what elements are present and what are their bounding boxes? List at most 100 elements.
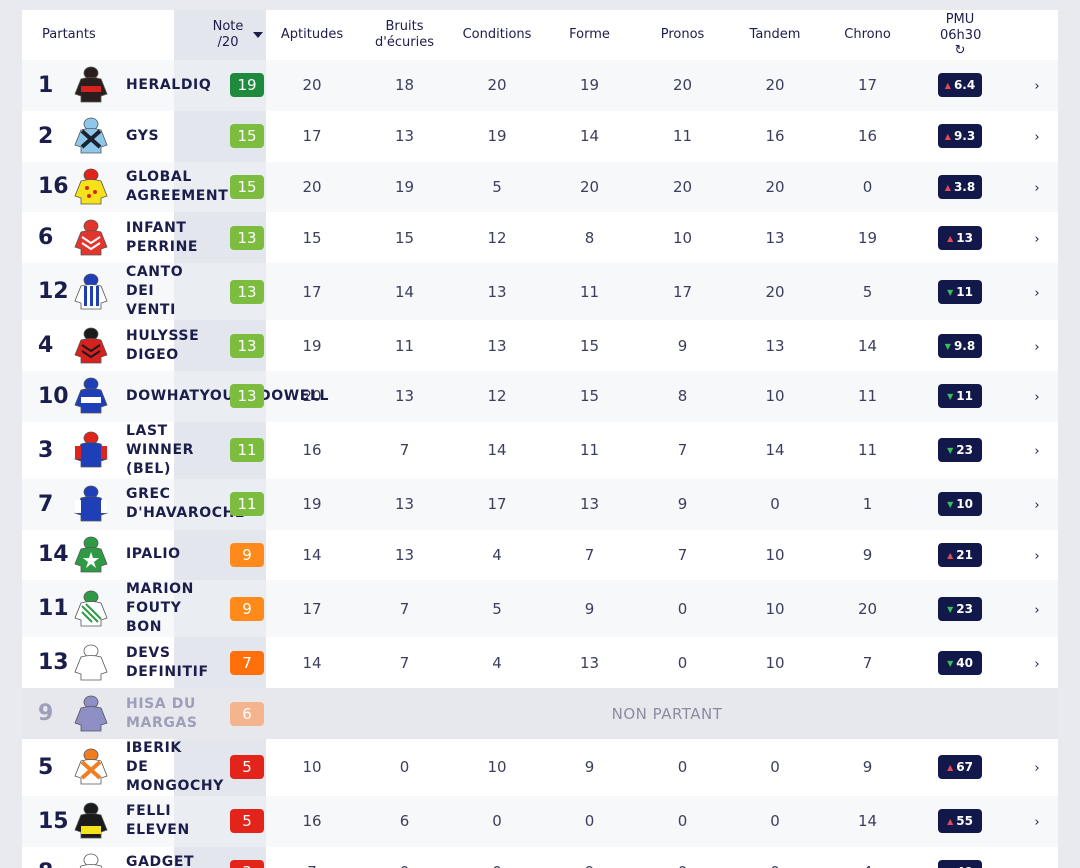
table-row[interactable]: 15 FELLI ELEVEN 5 16 6 0 0 0 0 14 ▲ 55 ›: [22, 795, 1058, 847]
horse-name[interactable]: IPALIO: [126, 530, 202, 581]
note-badge: 13: [230, 333, 265, 358]
table-row[interactable]: 7 GREC D'HAVAROCHE 11 19 13 17 13 9 0 1 ▼ 10 ›: [22, 478, 1058, 530]
header-conditions[interactable]: Conditions: [462, 27, 532, 42]
horse-name[interactable]: GREC D'HAVAROCHE: [126, 479, 244, 530]
sort-caret-icon[interactable]: [253, 32, 264, 38]
row-detail-cell: ›: [1006, 162, 1058, 213]
table-row[interactable]: 16 GLOBAL AGREEMENT 15 20 19 5 20 20 20 0 ▲ 3.8 ›: [22, 161, 1058, 213]
horse-name[interactable]: HULYSSE DIGEO: [126, 320, 202, 371]
header-aptitudes[interactable]: Aptitudes: [280, 27, 344, 42]
score-conditions: 4: [492, 545, 502, 564]
table-row[interactable]: 5 IBERIK DE MONGOCHY 5 10 0 10 9 0 0 9 ▲ 67 ›: [22, 739, 1058, 796]
score-bruits: 15: [394, 228, 415, 247]
note-badge: 5: [230, 809, 265, 834]
score-pronos: 0: [677, 758, 688, 777]
score-bruits: 0: [399, 758, 410, 777]
horse-name[interactable]: IBERIK DE MONGOCHY: [126, 739, 223, 796]
score-tandem: 0: [770, 758, 780, 777]
score-conditions: 13: [487, 336, 507, 355]
score-forme: 11: [579, 282, 600, 301]
table-row[interactable]: 6 INFANT PERRINE 13 15 15 12 8 10 13 19 ▲ 13 ›: [22, 212, 1058, 263]
jockey-silk-icon: [74, 111, 126, 162]
pmu-cell: ▲ 21: [914, 530, 1006, 581]
table-row[interactable]: 11 MARION FOUTY BON 9 17 7 5 9 0 10 20 ▼ 23 ›: [22, 580, 1058, 638]
chevron-right-icon[interactable]: ›: [1034, 390, 1040, 406]
table-row[interactable]: 1 HERALDIQ 19 20 18 20 19 20 20 17 ▲ 6.4 ›: [22, 60, 1058, 111]
pmu-odds-badge: ▼ 40: [938, 650, 983, 675]
score-aptitudes: 17: [302, 282, 322, 301]
chevron-right-icon[interactable]: ›: [1034, 180, 1040, 196]
jockey-silk-icon: [74, 320, 126, 371]
header-pronos[interactable]: Pronos: [660, 27, 705, 42]
chevron-right-icon[interactable]: ›: [1034, 498, 1040, 514]
pmu-cell: ▲ 9.3: [914, 111, 1006, 162]
row-detail-cell: ›: [1006, 422, 1058, 479]
horse-name[interactable]: CANTO DEI VENTI: [126, 263, 202, 320]
horse-name[interactable]: GLOBAL AGREEMENT: [126, 162, 228, 213]
horse-name[interactable]: DEVS DEFINITIF: [126, 637, 208, 688]
score-chrono: 11: [857, 441, 878, 460]
pmu-odds-value: 6.4: [953, 78, 976, 93]
chevron-right-icon[interactable]: ›: [1034, 444, 1040, 460]
pmu-odds-value: 3.8: [953, 179, 976, 194]
chevron-right-icon[interactable]: ›: [1034, 285, 1040, 301]
horse-name-text: FELLI ELEVEN: [126, 803, 190, 839]
row-detail-cell: ›: [1006, 111, 1058, 162]
jockey-silk-icon: [74, 688, 126, 739]
score-forme: 15: [579, 336, 600, 355]
table-row[interactable]: 14 IPALIO 9 14 13 4 7 7 10 9 ▲ 21 ›: [22, 530, 1058, 581]
table-row[interactable]: 2 GYS 15 17 13 19 14 11 16 16 ▲ 9.3 ›: [22, 111, 1058, 162]
table-row[interactable]: 4 HULYSSE DIGEO 13 19 11 13 15 9 13 14 ▼ 9.8 ›: [22, 320, 1058, 371]
non-partant-label: NON PARTANT: [266, 688, 1058, 739]
refresh-icon[interactable]: ↻: [954, 43, 966, 58]
score-conditions: 0: [451, 847, 543, 868]
header-partants[interactable]: Partants: [42, 27, 96, 42]
score-aptitudes: 20: [302, 177, 322, 196]
header-note[interactable]: Note /20: [202, 10, 266, 60]
score-forme: 11: [579, 441, 600, 460]
horse-name[interactable]: GYS: [126, 111, 202, 162]
score-tandem: 13: [765, 336, 785, 355]
header-pmu[interactable]: PMU 06h30 ↻: [914, 10, 1006, 60]
chevron-right-icon[interactable]: ›: [1034, 656, 1040, 672]
table-row[interactable]: 3 LAST WINNER (BEL) 11 16 7 14 11 7 14 11 ▼ 23 ›: [22, 422, 1058, 479]
score-bruits: 7: [399, 599, 410, 618]
row-detail-cell: ›: [1006, 580, 1058, 637]
score-tandem: 16: [765, 127, 785, 146]
chevron-right-icon[interactable]: ›: [1034, 130, 1040, 146]
jockey-silk-icon: [74, 371, 126, 422]
chevron-right-icon[interactable]: ›: [1034, 602, 1040, 618]
score-tandem: 14: [765, 441, 785, 460]
score-conditions: 14: [487, 441, 507, 460]
horse-name[interactable]: HERALDIQ: [126, 60, 211, 111]
note-badge: 11: [230, 438, 265, 463]
table-row[interactable]: 13 DEVS DEFINITIF 7 14 7 4 13 0 10 7 ▼ 40 ›: [22, 637, 1058, 688]
horse-name[interactable]: GADGET DU GADE: [126, 847, 202, 868]
chevron-right-icon[interactable]: ›: [1034, 866, 1039, 868]
horse-name[interactable]: DOWHATYOUDODOWELL: [126, 371, 328, 422]
horse-name[interactable]: LAST WINNER (BEL): [126, 422, 202, 479]
chevron-right-icon[interactable]: ›: [1034, 761, 1040, 777]
horse-name[interactable]: INFANT PERRINE: [126, 212, 202, 263]
header-forme[interactable]: Forme: [569, 27, 610, 42]
table-row[interactable]: 12 CANTO DEI VENTI 13 17 14 13 11 17 20 5 ▼ 11 ›: [22, 263, 1058, 321]
note-badge: 9: [230, 542, 265, 567]
table-row[interactable]: 10 DOWHATYOUDODOWELL 13 20 13 12 15 8 10 11 ▼ 11 ›: [22, 370, 1058, 422]
chevron-right-icon[interactable]: ›: [1034, 231, 1040, 247]
chevron-right-icon[interactable]: ›: [1034, 79, 1040, 95]
horse-name[interactable]: MARION FOUTY BON: [126, 580, 202, 637]
horse-name[interactable]: FELLI ELEVEN: [126, 796, 202, 847]
horse-name[interactable]: HISA DU MARGAS: [126, 688, 202, 739]
score-tandem: 10: [765, 545, 785, 564]
header-chrono[interactable]: Chrono: [844, 27, 891, 42]
jockey-silk-icon: [74, 796, 126, 847]
chevron-right-icon[interactable]: ›: [1034, 815, 1040, 831]
table-row[interactable]: 8 GADGET DU GADE37009004▼49›: [22, 847, 1058, 868]
table-row[interactable]: 9 HISA DU MARGAS 6 NON PARTANT: [22, 688, 1058, 739]
pmu-odds-value: 49: [956, 865, 973, 868]
chevron-right-icon[interactable]: ›: [1034, 339, 1040, 355]
chevron-right-icon[interactable]: ›: [1034, 548, 1040, 564]
header-tandem[interactable]: Tandem: [749, 27, 801, 42]
score-conditions: 13: [487, 282, 507, 301]
header-bruits[interactable]: Bruits d'écuries: [358, 10, 451, 60]
